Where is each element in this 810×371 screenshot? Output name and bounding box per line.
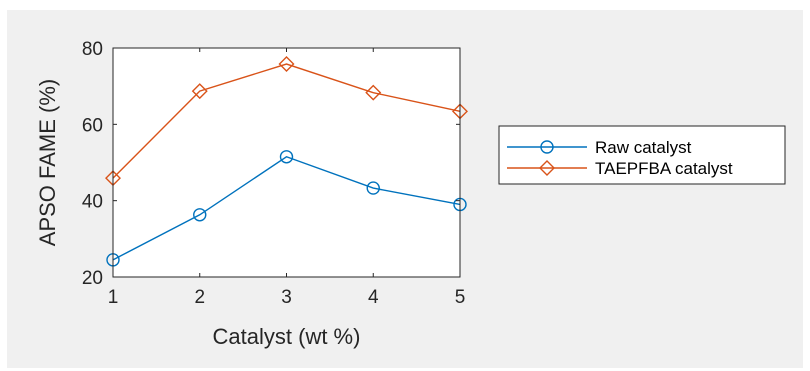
- x-tick-label: 1: [108, 287, 119, 308]
- figure-background: 1 2 3 4 5 20 40 60 80 Catalyst (wt %) APSO FAME …: [7, 10, 803, 368]
- x-axis-title: Catalyst (wt %): [213, 324, 361, 349]
- legend-marker-1: [540, 140, 554, 154]
- y-tick-label: 60: [82, 115, 103, 136]
- legend-label-2: TAEPFBA catalyst: [595, 159, 733, 178]
- series-2-point: [191, 83, 208, 100]
- series-2-point: [365, 84, 382, 101]
- axis-ticks: 1 2 3 4 5 20 40 60 80: [82, 39, 465, 308]
- series-line-1: [112, 155, 461, 261]
- x-tick-label: 5: [455, 287, 466, 308]
- series-1-point: [279, 150, 294, 164]
- series-1-point: [366, 181, 380, 195]
- y-tick-label: 40: [82, 192, 103, 213]
- legend-label-1: Raw catalyst: [595, 138, 692, 157]
- x-tick-label: 2: [194, 287, 205, 308]
- legend-marker-2: [539, 160, 555, 176]
- x-tick-label: 4: [368, 287, 379, 308]
- y-axis-title: APSO FAME (%): [35, 79, 60, 246]
- x-tick-label: 3: [281, 287, 292, 308]
- line-chart: 1 2 3 4 5 20 40 60 80 Catalyst (wt %) APSO FAME …: [35, 39, 786, 349]
- series-2-point: [278, 56, 295, 73]
- y-tick-label: 80: [82, 39, 103, 60]
- series-line-2: [112, 63, 461, 179]
- y-tick-label: 20: [82, 268, 103, 289]
- series-1-point: [193, 208, 207, 222]
- legend: Raw catalyst TAEPFBA catalyst: [498, 125, 786, 185]
